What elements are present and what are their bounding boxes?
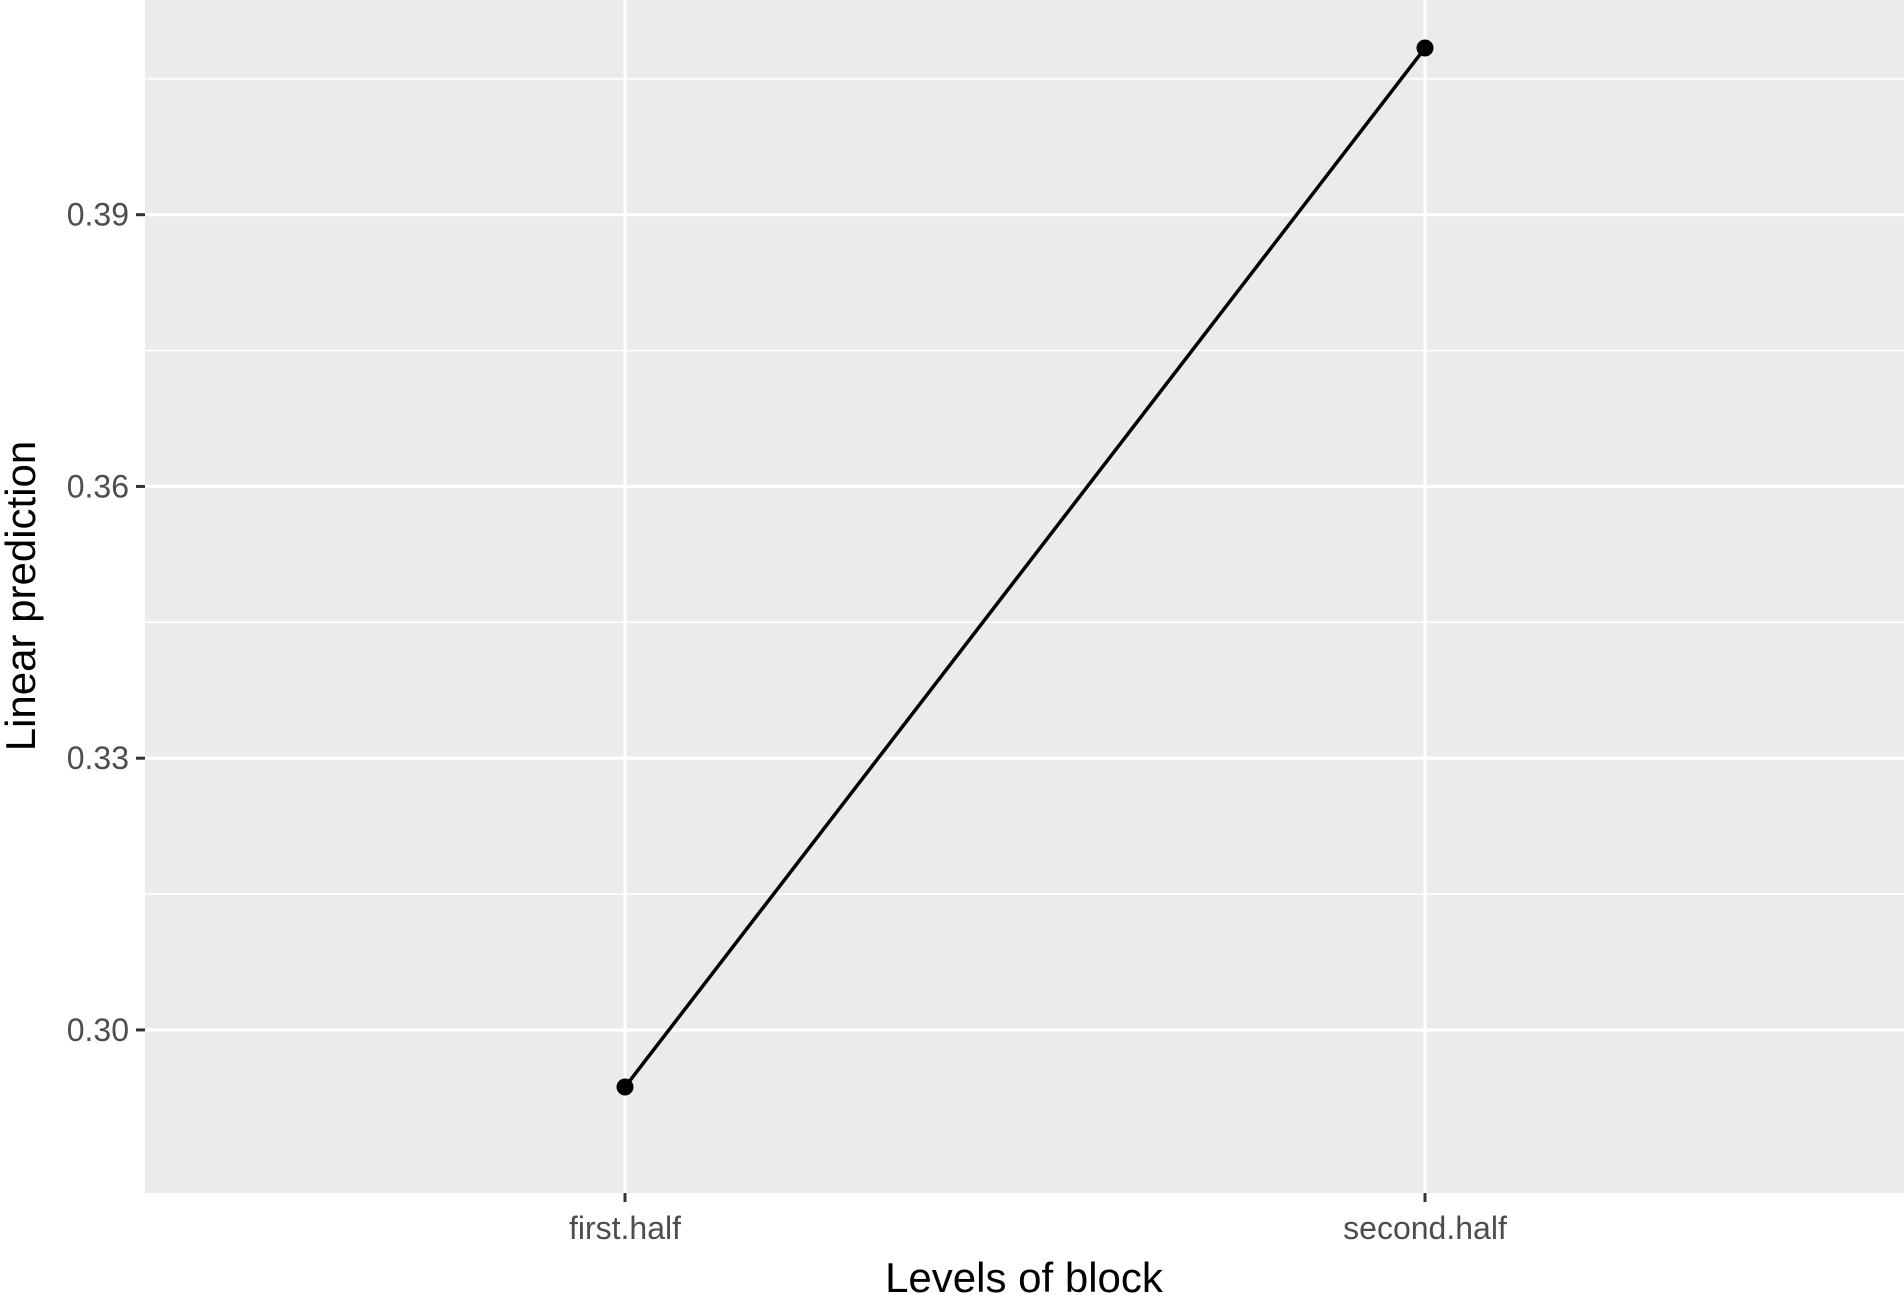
y-axis-ticks [136,213,145,1032]
y-axis-title: Linear prediction [0,441,44,752]
series-line [623,46,1427,1089]
major-gridlines [145,0,1904,1193]
data-point [616,1078,634,1096]
x-axis-title: Levels of block [885,1254,1164,1295]
x-axis-tick-labels: first.half second.half [569,1210,1507,1246]
y-tick-label: 0.30 [67,1012,129,1048]
x-tick-label: first.half [569,1210,681,1246]
data-points [616,39,1434,1096]
data-point [1416,39,1434,57]
x-axis-ticks [623,1193,1427,1202]
y-tick-label: 0.36 [67,468,129,504]
y-tick-label: 0.39 [67,197,129,233]
x-tick-label: second.half [1343,1210,1507,1246]
plot-panel [145,0,1904,1193]
minor-gridlines [145,78,1904,895]
y-tick-label: 0.33 [67,740,129,776]
y-axis-tick-labels: 0.30 0.33 0.36 0.39 [67,197,129,1048]
